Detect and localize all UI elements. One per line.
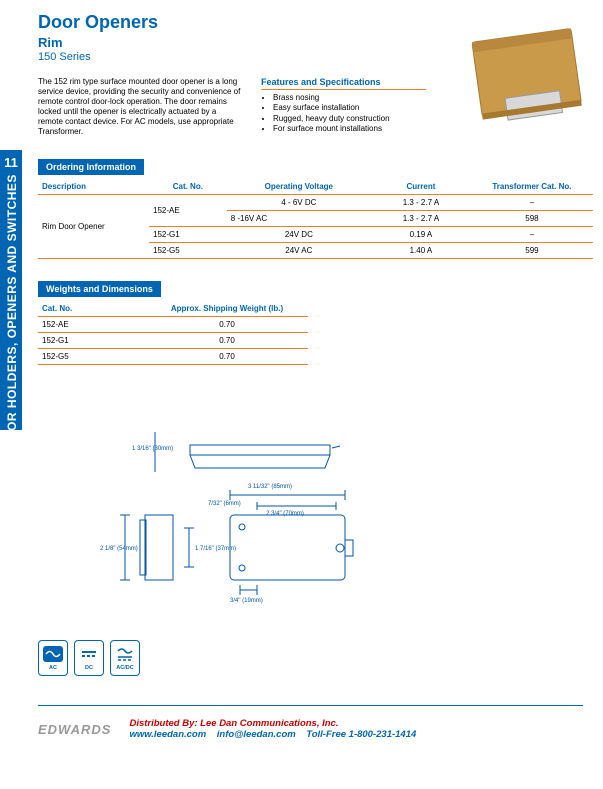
cell: 0.70 [146, 317, 308, 333]
dimension-diagram: 1 3/16" (30mm) 3 11/32" (85mm) 7/32" (6m… [100, 420, 390, 610]
cell: 24V AC [227, 243, 371, 259]
cell: 152-AE [149, 195, 227, 227]
cell: 152-G5 [149, 243, 227, 259]
footer: EDWARDS Distributed By: Lee Dan Communic… [38, 718, 593, 740]
ordering-table: Description Cat. No. Operating Voltage C… [38, 179, 593, 259]
cell: 1.40 A [371, 243, 471, 259]
table-row: 152-AE0.70 [38, 317, 308, 333]
cell: 0.19 A [371, 227, 471, 243]
dc-icon: DC [74, 640, 104, 676]
feature-item: Easy surface installation [273, 103, 426, 113]
col-header: Approx. Shipping Weight (lb.) [146, 301, 308, 317]
distributor-info: Distributed By: Lee Dan Communications, … [129, 718, 416, 740]
product-image [452, 10, 597, 135]
cell: 152-G5 [38, 349, 146, 365]
cell: 152-G1 [38, 333, 146, 349]
col-header: Operating Voltage [227, 179, 371, 195]
features-list: Brass nosing Easy surface installation R… [261, 93, 426, 135]
dim-label: 2 3/4" (70mm) [266, 511, 304, 517]
col-header: Description [38, 179, 149, 195]
col-header: Current [371, 179, 471, 195]
cell: 1.3 - 2.7 A [371, 211, 471, 227]
ordering-heading: Ordering Information [38, 159, 144, 175]
cell: 0.70 [146, 333, 308, 349]
features-heading: Features and Specifications [261, 77, 426, 90]
dist-phone: Toll-Free 1-800-231-1414 [306, 729, 416, 740]
sidebar-tab: 11 DOOR HOLDERS, OPENERS AND SWITCHES [0, 150, 22, 430]
cell: 598 [471, 211, 593, 227]
dim-label: 7/32" (6mm) [208, 501, 241, 507]
weights-table: Cat. No. Approx. Shipping Weight (lb.) 1… [38, 301, 308, 365]
cell: – [471, 195, 593, 211]
cell: 599 [471, 243, 593, 259]
feature-item: For surface mount installations [273, 124, 426, 134]
table-row: 152-G50.70 [38, 349, 308, 365]
footer-rule [38, 705, 583, 706]
cell: Rim Door Opener [38, 195, 149, 259]
table-row: Rim Door Opener 152-AE 4 - 6V DC 1.3 - 2… [38, 195, 593, 211]
cell: 1.3 - 2.7 A [371, 195, 471, 211]
dist-line1: Distributed By: Lee Dan Communications, … [129, 718, 416, 729]
cell: 152-AE [38, 317, 146, 333]
brand-logo: EDWARDS [38, 722, 111, 737]
dist-email: info@leedan.com [217, 729, 296, 740]
icon-label: AC [49, 665, 57, 671]
power-icons: AC DC AC/DC [38, 640, 140, 676]
table-row: 152-G10.70 [38, 333, 308, 349]
cell: 8 -16V AC [227, 211, 371, 227]
col-header: Cat. No. [149, 179, 227, 195]
col-header: Transformer Cat. No. [471, 179, 593, 195]
feature-item: Rugged, heavy duty construction [273, 114, 426, 124]
cell: 24V DC [227, 227, 371, 243]
icon-label: AC/DC [116, 665, 133, 671]
feature-item: Brass nosing [273, 93, 426, 103]
cell: 152-G1 [149, 227, 227, 243]
icon-label: DC [85, 665, 93, 671]
acdc-icon: AC/DC [110, 640, 140, 676]
features-block: Features and Specifications Brass nosing… [261, 77, 426, 137]
cell: – [471, 227, 593, 243]
col-header: Cat. No. [38, 301, 146, 317]
dist-url: www.leedan.com [129, 729, 206, 740]
intro-paragraph: The 152 rim type surface mounted door op… [38, 77, 243, 137]
sidebar-number: 11 [0, 155, 22, 170]
dim-label: 2 1/8" (54mm) [100, 546, 138, 552]
cell: 0.70 [146, 349, 308, 365]
dim-label: 3 11/32" (85mm) [248, 484, 292, 490]
dim-label: 1 7/16" (37mm) [195, 546, 236, 552]
weights-heading: Weights and Dimensions [38, 281, 161, 297]
dim-label: 3/4" (19mm) [230, 598, 263, 604]
sidebar-label: DOOR HOLDERS, OPENERS AND SWITCHES [5, 172, 19, 452]
cell: 4 - 6V DC [227, 195, 371, 211]
ac-icon: AC [38, 640, 68, 676]
dim-label: 1 3/16" (30mm) [132, 446, 173, 452]
